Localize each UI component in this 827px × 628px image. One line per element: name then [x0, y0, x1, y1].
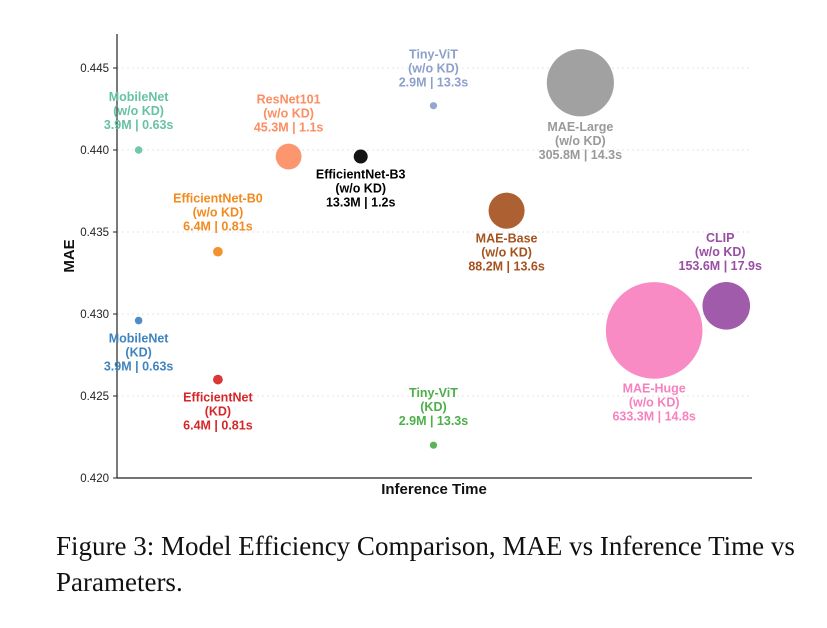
point-label: EfficientNet-B3 (w/o KD) 13.3M | 1.2s	[316, 168, 406, 210]
point-label: ResNet101 (w/o KD) 45.3M | 1.1s	[254, 93, 324, 135]
data-point	[134, 316, 143, 325]
point-label: MobileNet (KD) 3.9M | 0.63s	[104, 332, 174, 374]
y-tick-label: 0.430	[80, 309, 109, 321]
point-label: MAE-Base (w/o KD) 88.2M | 13.6s	[468, 232, 545, 274]
point-label: MobileNet (w/o KD) 3.9M | 0.63s	[104, 90, 174, 132]
data-point	[605, 282, 703, 379]
data-point	[702, 282, 751, 330]
y-tick-label: 0.425	[80, 391, 109, 403]
y-tick-label: 0.435	[80, 227, 109, 239]
scatter-chart: 0.420 0.425 0.430 0.435 0.440 0.445 Inference…	[61, 34, 762, 498]
y-tick-label: 0.445	[80, 63, 109, 75]
x-axis-title: Inference Time	[381, 481, 487, 498]
gridlines	[117, 67, 752, 397]
data-point	[546, 49, 614, 117]
data-points	[134, 49, 751, 449]
y-tick-label: 0.440	[80, 145, 109, 157]
figure-caption: Figure 3: Model Efficiency Comparison, M…	[56, 531, 795, 597]
axes	[116, 34, 752, 479]
point-label: CLIP (w/o KD) 153.6M | 17.9s	[679, 231, 762, 273]
data-point	[134, 146, 143, 154]
data-point	[213, 374, 223, 385]
data-point	[429, 102, 438, 110]
point-label: Tiny-ViT (KD) 2.9M | 13.3s	[399, 386, 469, 428]
data-point	[488, 192, 525, 229]
data-point	[353, 149, 368, 164]
point-label: EfficientNet (KD) 6.4M | 0.81s	[183, 391, 253, 433]
point-label: MAE-Large (w/o KD) 305.8M | 14.3s	[539, 120, 622, 162]
point-label: Tiny-ViT (w/o KD) 2.9M | 13.3s	[399, 48, 469, 90]
point-label: EfficientNet-B0 (w/o KD) 6.4M | 0.81s	[173, 192, 263, 234]
y-axis-title: MAE	[61, 239, 78, 272]
y-ticks: 0.420 0.425 0.430 0.435 0.440 0.445	[80, 63, 117, 485]
y-tick-label: 0.420	[80, 473, 109, 485]
point-labels: MobileNet (w/o KD) 3.9M | 0.63s MobileNet (K…	[104, 48, 762, 433]
data-point	[429, 441, 438, 449]
data-point	[275, 143, 302, 170]
point-label: MAE-Huge (w/o KD) 633.3M | 14.8s	[612, 381, 695, 423]
data-point	[213, 246, 223, 257]
